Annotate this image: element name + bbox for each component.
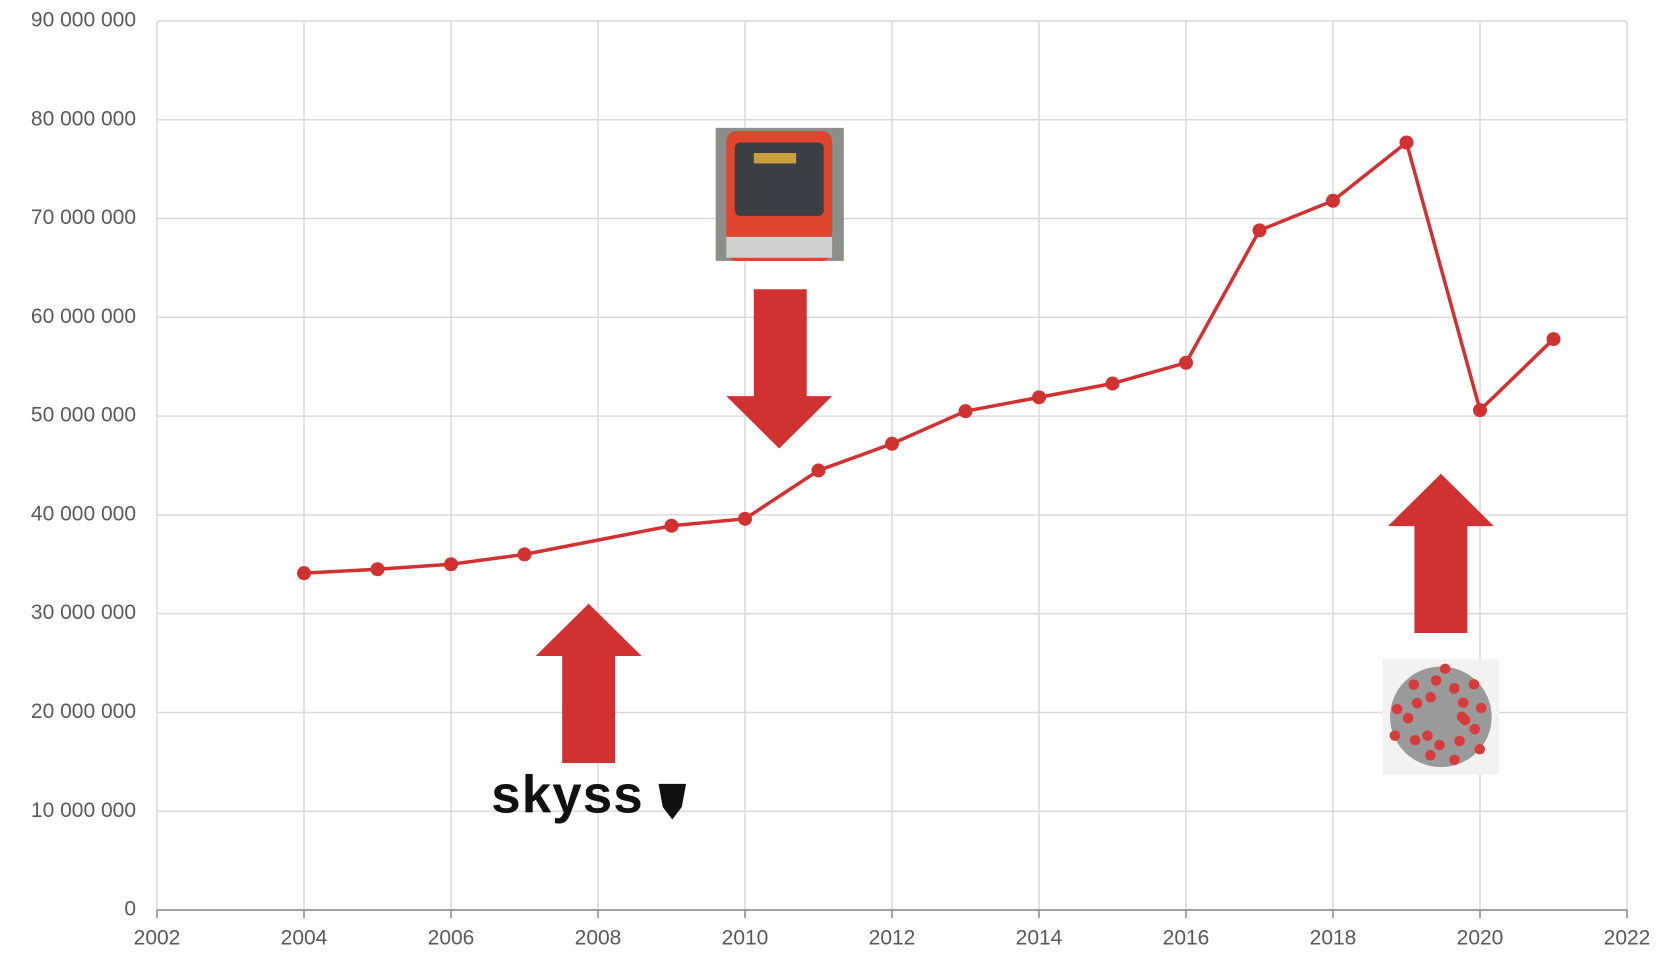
- x-tick-label: 2014: [1016, 927, 1063, 950]
- virus-spike: [1434, 740, 1445, 750]
- y-tick-label: 30 000 000: [31, 601, 136, 624]
- virus-spike: [1410, 735, 1421, 745]
- point: [1473, 403, 1487, 417]
- x-tick-label: 2016: [1163, 927, 1210, 950]
- y-tick-label: 90 000 000: [31, 9, 136, 32]
- arrow: [536, 604, 642, 763]
- point: [885, 437, 899, 451]
- x-tick-label: 2020: [1457, 927, 1504, 950]
- y-tick-label: 0: [124, 898, 136, 921]
- virus-spike: [1390, 730, 1401, 740]
- x-tick-label: 2012: [869, 927, 916, 950]
- virus-spike: [1454, 736, 1465, 746]
- x-tick-label: 2010: [722, 927, 769, 950]
- point: [1032, 390, 1046, 404]
- virus-spike: [1412, 698, 1423, 708]
- tram-image: [716, 128, 844, 261]
- y-tick-label: 40 000 000: [31, 502, 136, 525]
- virus-spike: [1440, 664, 1451, 674]
- y-tick-label: 70 000 000: [31, 206, 136, 229]
- point: [1400, 135, 1414, 149]
- point: [518, 547, 532, 561]
- point: [1547, 332, 1561, 346]
- point: [738, 512, 752, 526]
- virus-spike: [1403, 713, 1414, 723]
- virus-spike: [1469, 679, 1480, 689]
- virus-spike: [1474, 744, 1485, 754]
- virus-spike: [1422, 730, 1433, 740]
- virus-spike: [1392, 704, 1403, 714]
- point: [665, 519, 679, 533]
- logo-shield: [659, 784, 687, 820]
- point: [1106, 377, 1120, 391]
- y-tick-label: 50 000 000: [31, 404, 136, 427]
- x-tick-label: 2004: [281, 927, 328, 950]
- virus-image: [1383, 659, 1499, 774]
- arrow: [726, 289, 832, 448]
- y-tick-label: 10 000 000: [31, 799, 136, 822]
- virus-spike: [1449, 683, 1460, 693]
- point: [371, 562, 385, 576]
- line: [304, 142, 1554, 573]
- virus-spike: [1449, 755, 1460, 765]
- point: [1253, 223, 1267, 237]
- point: [444, 557, 458, 571]
- arrow: [1388, 474, 1494, 633]
- x-tick-label: 2022: [1604, 927, 1651, 950]
- x-tick-label: 2018: [1310, 927, 1357, 950]
- y-tick-label: 80 000 000: [31, 107, 136, 130]
- virus-spike: [1425, 750, 1436, 760]
- virus-spike: [1408, 679, 1419, 689]
- x-tick-label: 2006: [428, 927, 475, 950]
- annotations: skyss: [491, 128, 1499, 824]
- virus-spike: [1425, 692, 1436, 702]
- virus-spike: [1469, 724, 1480, 734]
- point: [1179, 356, 1193, 370]
- point: [297, 566, 311, 580]
- virus-spike: [1476, 703, 1487, 713]
- y-tick-label: 20 000 000: [31, 700, 136, 723]
- point: [1326, 194, 1340, 208]
- virus-spike: [1460, 715, 1471, 725]
- y-tick-label: 60 000 000: [31, 305, 136, 328]
- chart: 0 10 000 000 20 000 000 30 000 000 40 000 00…: [0, 0, 1660, 960]
- logo-text: skyss: [491, 766, 643, 825]
- virus-spike: [1431, 675, 1442, 685]
- x-tick-label: 2002: [134, 927, 181, 950]
- virus-spike: [1458, 698, 1469, 708]
- x-tick-label: 2008: [575, 927, 622, 950]
- point: [812, 463, 826, 477]
- point: [959, 404, 973, 418]
